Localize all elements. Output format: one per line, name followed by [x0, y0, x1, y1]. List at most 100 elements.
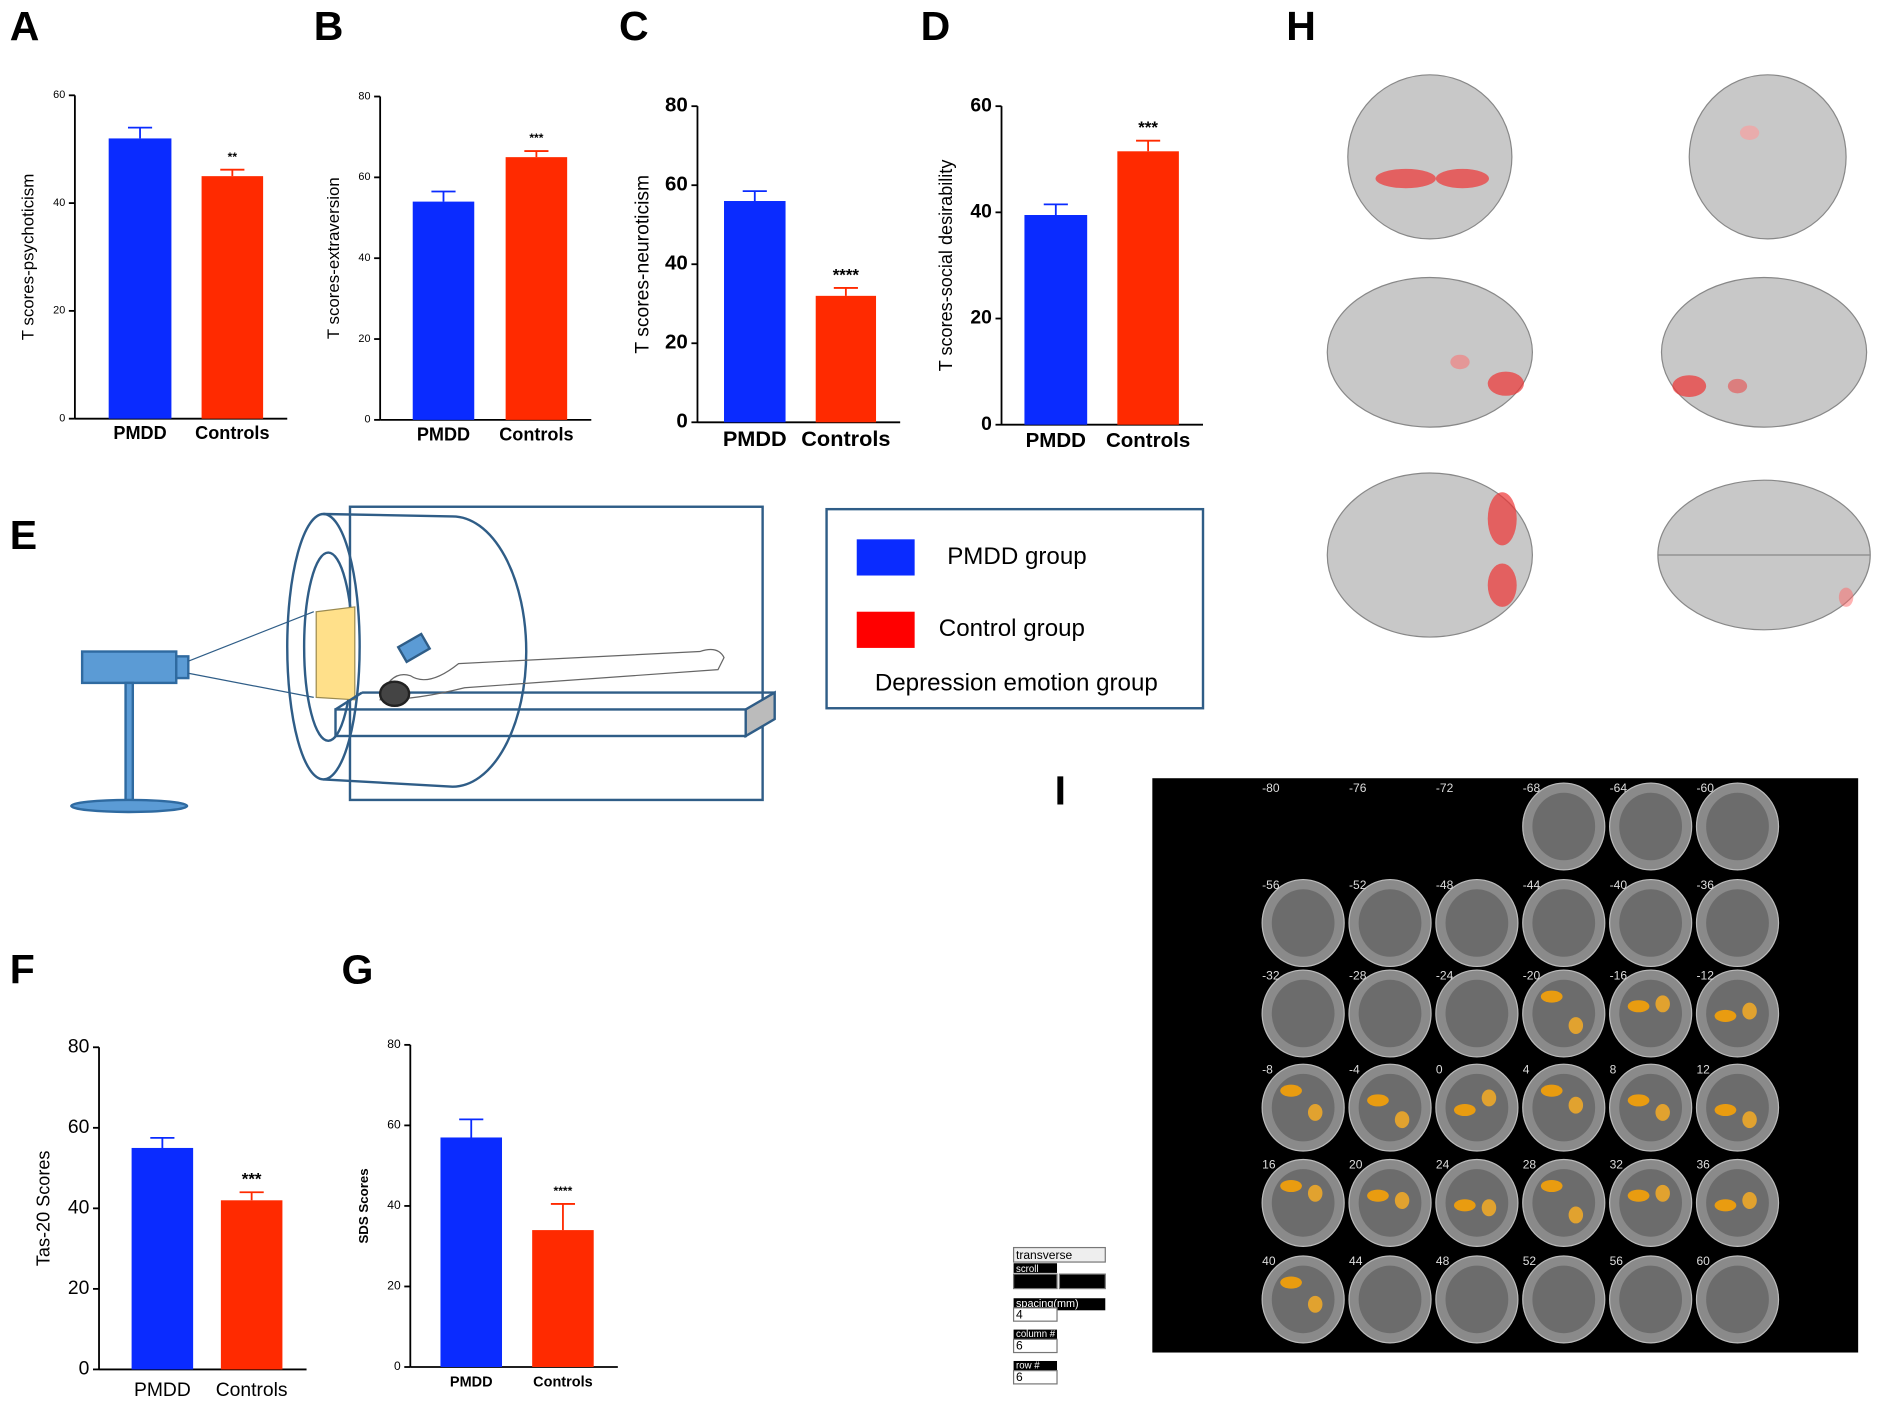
panel-label: G: [342, 946, 374, 992]
brain-slice-inner: [1532, 1073, 1596, 1142]
brain-slice-inner: [1271, 889, 1335, 957]
brain-slice-inner: [1271, 1073, 1335, 1142]
slice-label: -40: [1610, 878, 1628, 892]
panel-label: A: [10, 3, 40, 49]
slice-label: 60: [1696, 1254, 1710, 1268]
brain-slice-inner: [1619, 979, 1683, 1048]
spacing-value: 4: [1016, 1307, 1023, 1321]
brain-slice-inner: [1358, 979, 1422, 1048]
y-tick-label: 0: [364, 414, 370, 426]
activation: [1307, 1184, 1323, 1202]
brain-slice-inner: [1619, 1169, 1683, 1237]
slice-label: -8: [1262, 1062, 1273, 1076]
error-bar: [1043, 203, 1068, 216]
y-tick-label: 60: [970, 95, 991, 116]
brain-slice-inner: [1619, 792, 1683, 861]
y-tick-label: 60: [68, 1117, 89, 1138]
activation: [1655, 1103, 1670, 1121]
slice-grid: -80 -76 -72 -68 -64 -60-56 -52 -48 -44 -40 -36-32-…: [1261, 781, 1780, 1344]
brain-slice-inner: [1532, 1265, 1596, 1334]
x-tick-label: Controls: [216, 1380, 288, 1401]
legend-label: Control group: [939, 615, 1085, 642]
activation: [1714, 1009, 1737, 1022]
activation: [1627, 1094, 1650, 1107]
significance: **: [228, 150, 238, 164]
bar: [201, 176, 264, 419]
slice-label: -36: [1696, 878, 1714, 892]
y-tick-label: 20: [68, 1278, 89, 1299]
scroll-left[interactable]: [1012, 1273, 1058, 1290]
slice-label: 24: [1436, 1158, 1450, 1172]
slice-label: -32: [1262, 968, 1280, 982]
brain-slice-inner: [1445, 979, 1509, 1048]
bar: [724, 201, 786, 423]
activation: [1714, 1199, 1737, 1212]
panel-label: C: [619, 3, 649, 49]
legend-swatch: [856, 539, 915, 576]
bar: [440, 1137, 503, 1368]
y-tick-label: 60: [665, 173, 688, 196]
activation: [1627, 1189, 1650, 1202]
y-tick-label: 60: [358, 171, 370, 183]
view-dropdown[interactable]: [1012, 1246, 1106, 1263]
row-input[interactable]: [1012, 1370, 1058, 1385]
brain-slice-inner: [1706, 889, 1769, 957]
activation: [1307, 1295, 1323, 1313]
error-bar: [431, 190, 456, 202]
y-tick-label: 40: [387, 1198, 401, 1212]
bar: [108, 138, 172, 419]
brain-slice-inner: [1532, 979, 1596, 1048]
y-tick-label: 20: [387, 1279, 401, 1293]
brain-slice-inner: [1532, 792, 1596, 861]
activation: [1394, 1192, 1410, 1209]
error-bar: [150, 1136, 175, 1148]
bar: [1117, 151, 1179, 425]
spacing-input[interactable]: [1012, 1307, 1058, 1322]
slice-label: -20: [1523, 968, 1541, 982]
slice-label: -16: [1610, 968, 1628, 982]
brain-slice-inner: [1706, 1169, 1769, 1237]
slice-label: 32: [1610, 1158, 1624, 1172]
slice-label: -52: [1349, 878, 1367, 892]
x-tick-label: Controls: [195, 423, 269, 443]
slice-label: 8: [1610, 1062, 1617, 1076]
brain-slice-inner: [1445, 1169, 1509, 1237]
brain-renders: [1326, 74, 1871, 638]
slice-label: -68: [1523, 781, 1541, 795]
column-input[interactable]: [1012, 1338, 1058, 1354]
slice-label: 0: [1436, 1062, 1443, 1076]
brain-slice-inner: [1445, 1265, 1509, 1334]
slice-label: 12: [1696, 1062, 1710, 1076]
slice-label: -28: [1349, 968, 1367, 982]
y-tick-label: 40: [53, 197, 65, 209]
bar: [1024, 215, 1088, 425]
legend-label: Depression emotion group: [875, 669, 1158, 696]
y-tick-label: 40: [68, 1197, 89, 1218]
y-tick-label: 0: [79, 1359, 90, 1380]
slice-label: -80: [1262, 781, 1280, 795]
y-tick-label: 80: [665, 94, 688, 117]
brain-slice-inner: [1619, 1073, 1683, 1142]
error-bar: [1136, 139, 1161, 152]
slice-label: -12: [1696, 968, 1714, 982]
activation: [1540, 990, 1563, 1003]
activation: [1280, 1179, 1302, 1193]
error-bar: [524, 150, 549, 158]
activation: [1367, 1094, 1389, 1107]
activation: [1568, 1017, 1584, 1035]
y-tick-label: 0: [676, 410, 687, 433]
legend-swatch: [856, 611, 915, 648]
legend-label: PMDD group: [947, 543, 1086, 570]
y-tick-label: 20: [970, 308, 991, 329]
slice-label: -44: [1523, 878, 1541, 892]
activation: [1714, 1103, 1737, 1117]
error-bar: [833, 287, 858, 296]
scroll-right[interactable]: [1058, 1273, 1106, 1290]
brain-slice-inner: [1532, 1169, 1596, 1237]
brain-slice-inner: [1271, 1265, 1335, 1334]
activation: [1568, 1096, 1584, 1114]
bar: [412, 201, 475, 420]
y-tick-label: 20: [665, 331, 688, 354]
activation: [1540, 1179, 1563, 1193]
y-axis-label: T scores-neuroticism: [632, 175, 653, 354]
